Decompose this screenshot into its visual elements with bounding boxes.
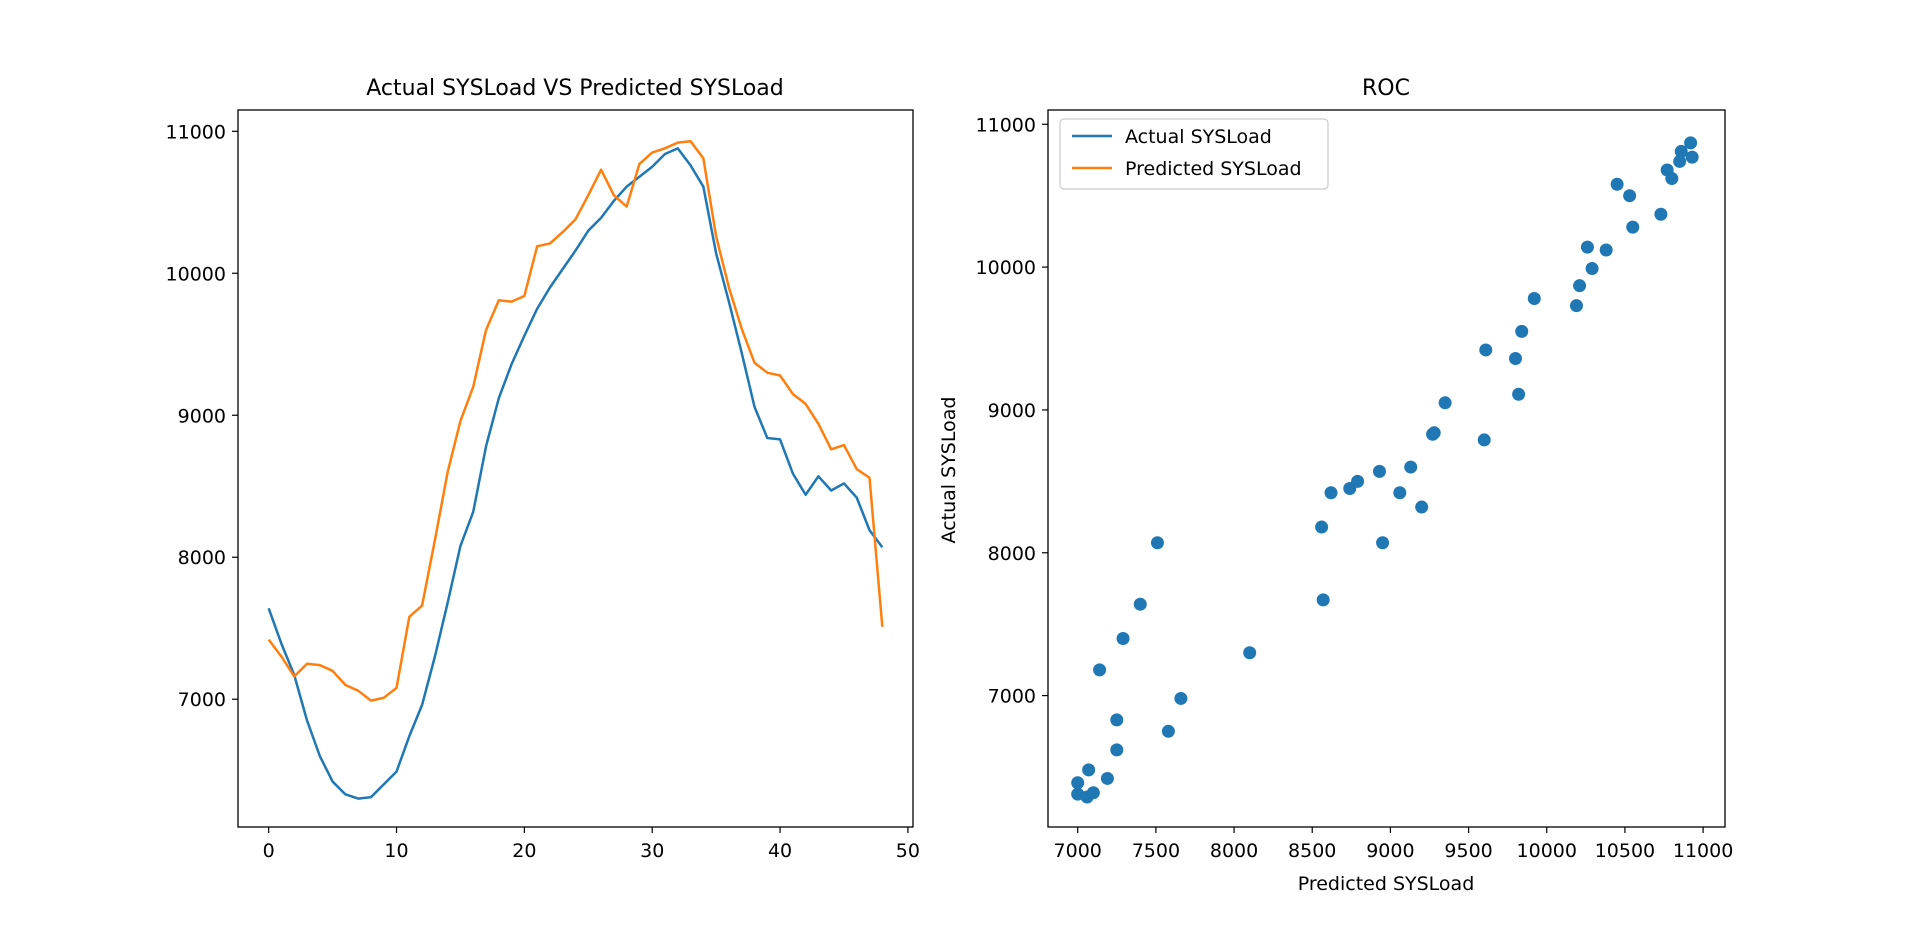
- scatter-point: [1477, 433, 1491, 447]
- scatter-point: [1316, 593, 1330, 607]
- scatter-ytick-label: 7000: [988, 686, 1036, 708]
- line-chart-title: Actual SYSLoad VS Predicted SYSLoad: [366, 76, 783, 101]
- scatter-point: [1082, 763, 1096, 777]
- line-chart-frame: [237, 109, 914, 828]
- scatter-point: [1623, 189, 1637, 203]
- scatter-point: [1415, 500, 1429, 514]
- line-xtick-label: 20: [512, 840, 536, 862]
- line-ytick-label: 11000: [166, 121, 226, 143]
- scatter-point: [1438, 396, 1452, 410]
- scatter-xtick-label: 10000: [1517, 840, 1577, 862]
- scatter-point: [1479, 343, 1493, 357]
- scatter-xtick-label: 7000: [1054, 840, 1102, 862]
- scatter-ticks-layer: 7000 7500 8000 8500 9000 9500 10000 10500 11000 7…: [976, 114, 1734, 862]
- scatter-point: [1626, 220, 1640, 234]
- scatter-point: [1071, 776, 1085, 790]
- series-line-actual: [267, 147, 884, 800]
- line-ticks-layer: 0 10 20 30 40 50 7000 8000 9000 10000 11000: [166, 121, 920, 862]
- legend-predicted-label: Predicted SYSLoad: [1125, 158, 1302, 180]
- scatter-point: [1569, 299, 1583, 313]
- scatter-point: [1685, 150, 1699, 164]
- scatter-xtick-label: 8500: [1288, 840, 1336, 862]
- scatter-point: [1133, 597, 1147, 611]
- scatter-point: [1580, 240, 1594, 254]
- line-xtick-label: 30: [640, 840, 664, 862]
- scatter-point: [1665, 172, 1679, 186]
- scatter-ytick-label: 10000: [976, 257, 1036, 279]
- line-series-layer: [267, 139, 884, 800]
- scatter-point: [1508, 352, 1522, 366]
- scatter-point: [1674, 144, 1688, 158]
- line-ytick-label: 9000: [178, 405, 226, 427]
- scatter-xtick-label: 9000: [1366, 840, 1414, 862]
- scatter-points-layer: [1071, 136, 1699, 804]
- scatter-point: [1324, 486, 1338, 500]
- scatter-xtick-label: 9500: [1444, 840, 1492, 862]
- scatter-xtick-label: 8000: [1210, 840, 1258, 862]
- scatter-point: [1654, 207, 1668, 221]
- scatter-point: [1116, 631, 1130, 645]
- line-ytick-label: 8000: [178, 547, 226, 569]
- scatter-point: [1404, 460, 1418, 474]
- legend-box: [1059, 118, 1329, 190]
- scatter-point: [1100, 771, 1114, 785]
- scatter-point: [1427, 426, 1441, 440]
- legend-actual-label: Actual SYSLoad: [1125, 126, 1272, 148]
- scatter-point: [1527, 292, 1541, 306]
- scatter-point: [1393, 486, 1407, 500]
- scatter-ytick-label: 8000: [988, 543, 1036, 565]
- scatter-xtick-label: 10500: [1595, 840, 1655, 862]
- scatter-ytick-label: 11000: [976, 114, 1036, 136]
- scatter-xlabel: Predicted SYSLoad: [1298, 873, 1475, 895]
- scatter-point: [1684, 136, 1698, 150]
- line-ytick-label: 7000: [178, 689, 226, 711]
- line-xtick-label: 40: [768, 840, 792, 862]
- scatter-point: [1150, 536, 1164, 550]
- line-xtick-label: 50: [896, 840, 920, 862]
- series-line-predicted: [267, 139, 884, 702]
- scatter-point: [1573, 279, 1587, 293]
- scatter-xtick-label: 7500: [1132, 840, 1180, 862]
- scatter-point: [1110, 743, 1124, 757]
- scatter-point: [1599, 243, 1613, 257]
- scatter-point: [1086, 786, 1100, 800]
- scatter-point: [1351, 474, 1365, 488]
- scatter-chart-panel: ROC 7000 7500 8000 8500 9000 9500 10000 10500 11…: [938, 76, 1733, 895]
- scatter-xtick-label: 11000: [1673, 840, 1733, 862]
- scatter-point: [1315, 520, 1329, 534]
- scatter-point: [1515, 324, 1529, 338]
- scatter-point: [1673, 154, 1687, 168]
- scatter-point: [1376, 536, 1390, 550]
- scatter-ylabel: Actual SYSLoad: [938, 397, 960, 544]
- scatter-point: [1610, 177, 1624, 191]
- scatter-chart-frame: [1047, 109, 1726, 828]
- scatter-point: [1372, 464, 1386, 478]
- scatter-ytick-label: 9000: [988, 400, 1036, 422]
- scatter-point: [1512, 387, 1526, 401]
- line-ytick-label: 10000: [166, 263, 226, 285]
- scatter-point: [1585, 262, 1599, 276]
- scatter-point: [1093, 663, 1107, 677]
- scatter-point: [1110, 713, 1124, 727]
- line-chart-panel: Actual SYSLoad VS Predicted SYSLoad 0 10 2…: [166, 76, 920, 862]
- scatter-chart-title: ROC: [1362, 76, 1410, 101]
- scatter-point: [1174, 691, 1188, 705]
- line-xtick-label: 0: [263, 840, 275, 862]
- line-xtick-label: 10: [384, 840, 408, 862]
- scatter-legend: Actual SYSLoad Predicted SYSLoad: [1059, 118, 1329, 190]
- scatter-point: [1161, 724, 1175, 738]
- scatter-point: [1243, 646, 1257, 660]
